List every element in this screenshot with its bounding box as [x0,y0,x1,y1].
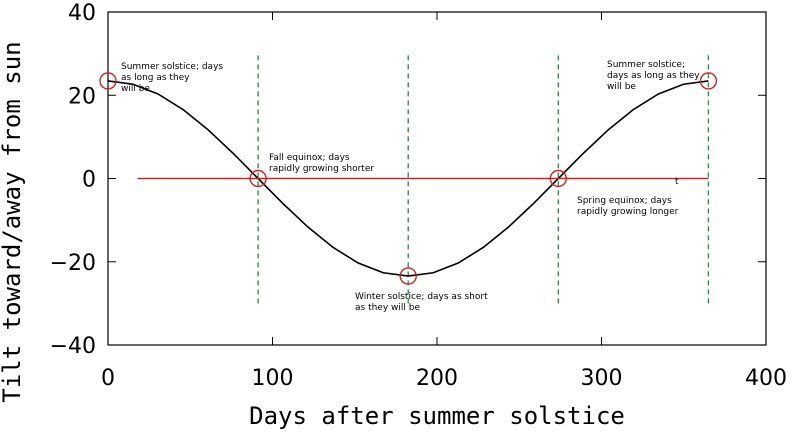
x-axis-label: Days after summer solstice [249,402,625,430]
annotation: as they will be [355,303,420,313]
annotation: will be [607,82,636,92]
y-tick-label: −40 [50,334,96,359]
y-tick-label: −20 [50,251,96,276]
point-marker [549,169,568,188]
annotation: days as long as they [607,71,700,81]
annotation: rapidly growing shorter [269,164,374,174]
x-tick-label: 100 [252,366,294,391]
x-tick-label: 0 [101,366,115,391]
y-tick-label: 20 [68,84,96,109]
annotation: Spring equinox; days [577,196,672,206]
point-marker [699,72,718,90]
x-tick-label: 300 [581,366,623,391]
annotation: will be [121,84,150,94]
annotation: Winter solstice; days as short [355,292,488,302]
point-marker [99,72,117,90]
annotation: as long as they [121,73,190,83]
y-tick-label: 40 [68,1,96,26]
tilt-curve [107,80,709,277]
annotation: Fall equinox; days [269,153,350,163]
x-tick-label: 200 [416,366,458,391]
y-axis-label: Tilt toward/away from sun [0,41,26,402]
annotation: Summer solstice; days [121,62,223,72]
annotation: rapidly growing longer [577,207,679,217]
point-marker [249,169,267,188]
annotation: t [675,177,679,187]
x-tick-label: 400 [745,366,787,391]
point-marker [399,267,417,285]
annotation: Summer solstice; [607,60,685,70]
y-tick-label: 0 [82,168,96,193]
